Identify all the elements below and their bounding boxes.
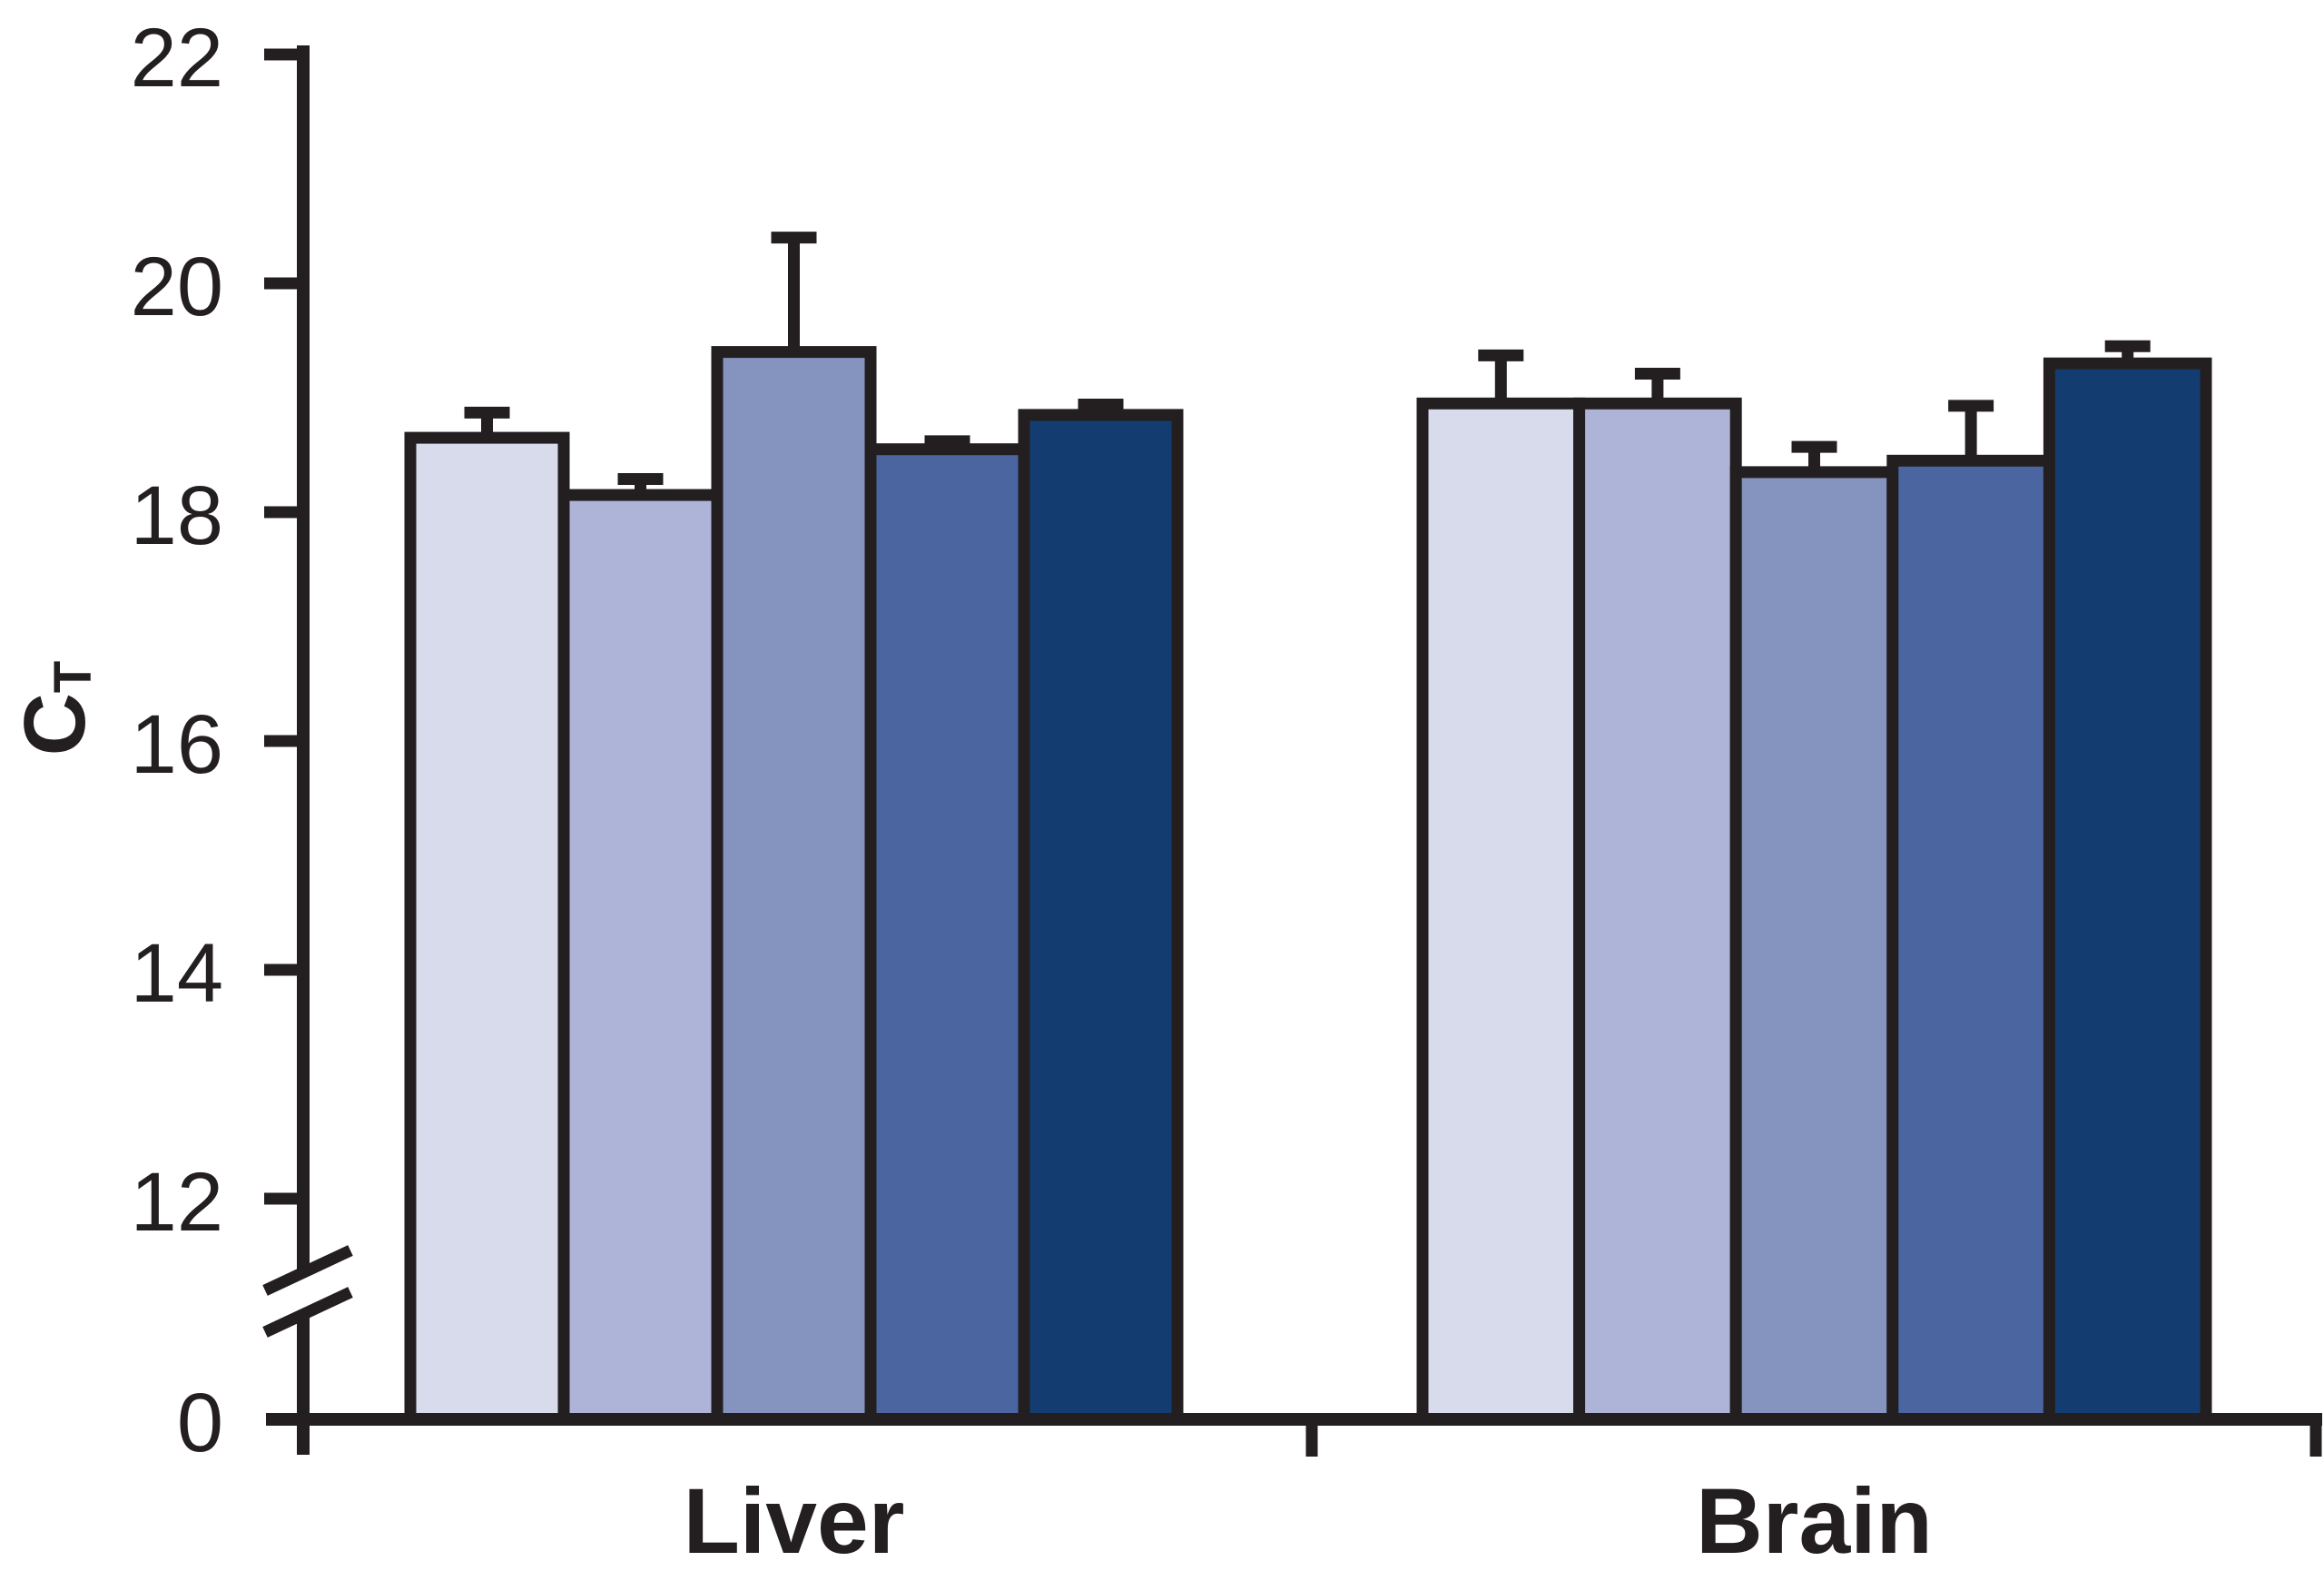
y-tick-label-14: 14 (131, 927, 223, 1020)
bar-liver-3 (711, 346, 877, 1426)
y-tick-label-0: 0 (177, 1377, 223, 1469)
bar-liver-5 (1018, 409, 1184, 1426)
axis-break-slash-upper (262, 1245, 353, 1296)
category-label-brain: Brain (1696, 1469, 1933, 1571)
bar-brain-1 (1416, 397, 1586, 1426)
y-tick-label-16: 16 (131, 698, 223, 791)
bar-liver-4 (864, 443, 1030, 1426)
bar-brain-5 (2043, 357, 2212, 1426)
category-label-liver: Liver (684, 1469, 905, 1571)
axis-break-slash-lower (262, 1287, 353, 1338)
bar-liver-1 (404, 431, 570, 1426)
y-axis-label: CT (6, 661, 103, 756)
bars-group (404, 346, 2212, 1426)
bar-brain-2 (1573, 397, 1742, 1426)
bar-liver-2 (557, 489, 724, 1426)
y-tick-label-12: 12 (131, 1156, 223, 1249)
y-ticks-group: 0 12 14 16 18 20 22 (131, 12, 305, 1469)
y-tick-label-20: 20 (131, 241, 223, 333)
error-bars-group (464, 232, 2151, 496)
bar-brain-4 (1886, 454, 2055, 1426)
y-tick-label-18: 18 (131, 469, 223, 562)
axes-group (262, 45, 2322, 1457)
bar-brain-3 (1729, 466, 1899, 1426)
y-tick-label-22: 22 (131, 12, 223, 104)
